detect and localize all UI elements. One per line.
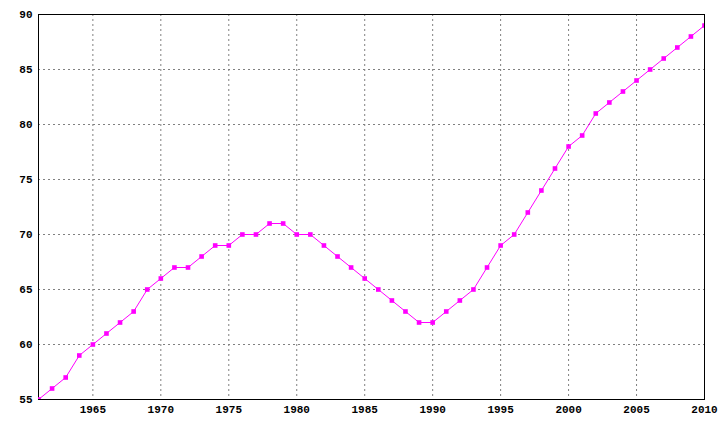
svg-text:70: 70 xyxy=(19,229,32,241)
svg-text:65: 65 xyxy=(19,284,33,296)
svg-text:75: 75 xyxy=(19,174,33,186)
svg-text:2010: 2010 xyxy=(691,404,717,416)
svg-text:1990: 1990 xyxy=(419,404,445,416)
svg-text:1985: 1985 xyxy=(352,404,379,416)
svg-text:60: 60 xyxy=(19,339,32,351)
svg-text:85: 85 xyxy=(19,64,33,76)
svg-text:55: 55 xyxy=(19,394,33,406)
svg-text:80: 80 xyxy=(19,119,32,131)
svg-text:2005: 2005 xyxy=(623,404,650,416)
svg-text:1970: 1970 xyxy=(148,404,174,416)
svg-text:1980: 1980 xyxy=(284,404,310,416)
svg-text:2000: 2000 xyxy=(555,404,581,416)
svg-text:1975: 1975 xyxy=(216,404,243,416)
svg-text:1965: 1965 xyxy=(80,404,107,416)
svg-text:90: 90 xyxy=(19,9,32,21)
svg-text:1995: 1995 xyxy=(487,404,514,416)
